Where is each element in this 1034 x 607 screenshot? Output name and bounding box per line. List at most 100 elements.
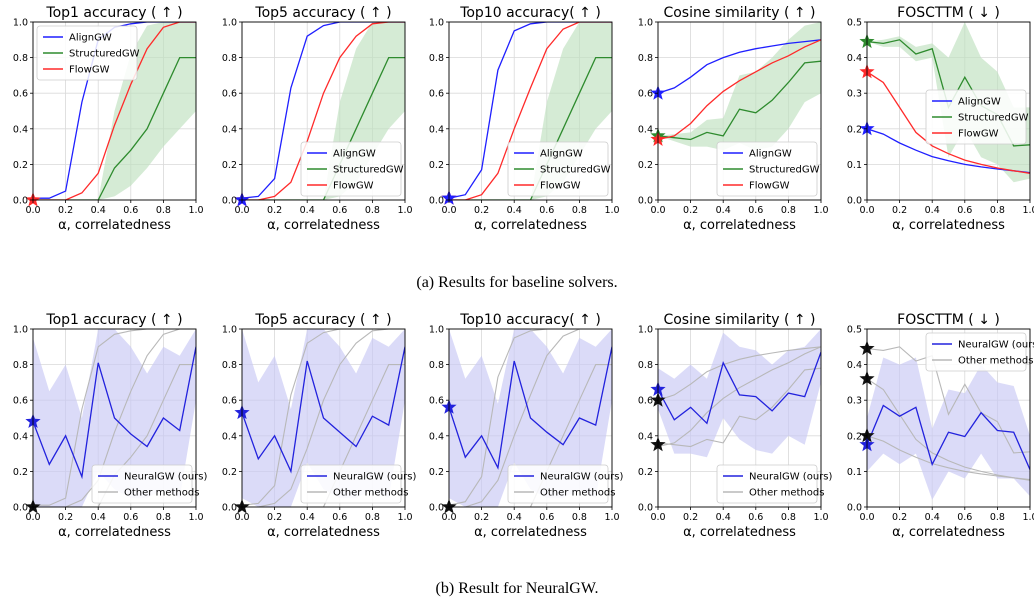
x-axis-label: α, correlatedness bbox=[683, 525, 796, 540]
panel-b-4: 0.0 0.2 0.4 0.6 0.8 1.0 0.0 0.2 0.4 0.6 0.8 1.0 Cosi… bbox=[638, 312, 833, 540]
y-tick-label: 0.0 bbox=[13, 503, 28, 514]
panel-a-4: 0.0 0.2 0.4 0.6 0.8 1.0 0.0 0.2 0.4 0.6 0.8 1.0 Cosi… bbox=[638, 5, 829, 233]
y-tick-label: 0.0 bbox=[638, 503, 653, 514]
axes-frame bbox=[32, 21, 197, 201]
x-tick-label: 0.4 bbox=[91, 512, 106, 523]
series-line-neuralgw-ours- bbox=[867, 404, 1030, 470]
y-tick-label: 0.2 bbox=[638, 467, 653, 478]
series-line-structuredgw bbox=[449, 56, 612, 200]
series-line-aligngw bbox=[242, 22, 405, 199]
y-tick-label: 0.2 bbox=[638, 160, 653, 171]
plot-area bbox=[867, 346, 1030, 500]
y-tick-label: 0.4 bbox=[638, 431, 653, 442]
x-tick-label: 0.4 bbox=[925, 512, 940, 523]
y-tick-label: 0.4 bbox=[847, 53, 862, 64]
y-tick-label: 0.8 bbox=[638, 53, 653, 64]
plot-area bbox=[242, 329, 405, 507]
legend-box bbox=[507, 464, 609, 504]
x-tick-label: 1.0 bbox=[397, 512, 412, 523]
y-tick-label: 0.3 bbox=[847, 396, 862, 407]
y-tick-label: 0.4 bbox=[638, 124, 653, 135]
panel-a-3: 0.0 0.2 0.4 0.6 0.8 1.0 0.0 0.2 0.4 0.6 0.8 1.0 Top1… bbox=[429, 5, 620, 233]
x-tick-label: 0.6 bbox=[539, 205, 554, 216]
y-tick-label: 1.0 bbox=[429, 18, 444, 29]
y-tick-label: 0.2 bbox=[429, 160, 444, 171]
x-tick-label: 0.4 bbox=[91, 205, 106, 216]
series-line-other-methods bbox=[33, 329, 196, 506]
x-tick-label: 0.2 bbox=[474, 512, 489, 523]
legend-label: AlignGW bbox=[540, 149, 583, 160]
caption-b: (b) Result for NeuralGW. bbox=[435, 580, 599, 597]
y-tick-label: 0.6 bbox=[222, 396, 237, 407]
x-tick-label: 0.0 bbox=[25, 512, 40, 523]
series-line-other-2 bbox=[867, 378, 1030, 481]
legend-label: NeuralGW (ours) bbox=[958, 340, 1034, 351]
y-tick-label: 0.0 bbox=[638, 196, 653, 207]
y-tick-label: 0.5 bbox=[847, 325, 862, 336]
legend: NeuralGW (ours) Other methods bbox=[716, 464, 832, 504]
band-NeuralGW (ours) bbox=[658, 329, 821, 458]
y-tick-label: 0.3 bbox=[847, 89, 862, 100]
plot-area bbox=[658, 329, 821, 458]
legend-label: FlowGW bbox=[958, 129, 999, 140]
series-line-neuralgw-ours- bbox=[658, 351, 821, 425]
series-line-other-methods bbox=[242, 329, 405, 506]
x-tick-label: 0.0 bbox=[859, 512, 874, 523]
y-tick-label: 0.0 bbox=[429, 196, 444, 207]
x-tick-label: 0.4 bbox=[300, 205, 315, 216]
x-tick-label: 0.6 bbox=[748, 205, 763, 216]
series-line-structuredgw bbox=[33, 56, 196, 200]
panel-b-3: 0.0 0.2 0.4 0.6 0.8 1.0 0.0 0.2 0.4 0.6 0.8 1.0 Top1… bbox=[429, 312, 624, 540]
chart-title: Cosine similarity ( ↑ ) bbox=[663, 312, 815, 328]
x-tick-label: 0.8 bbox=[781, 205, 796, 216]
y-tick-label: 0.8 bbox=[222, 53, 237, 64]
legend-box bbox=[716, 464, 818, 504]
legend-label: NeuralGW (ours) bbox=[124, 472, 207, 483]
x-tick-label: 0.0 bbox=[234, 512, 249, 523]
legend: NeuralGW (ours) Other methods bbox=[925, 332, 1034, 372]
y-tick-label: 0.0 bbox=[847, 196, 862, 207]
x-tick-label: 0.2 bbox=[267, 512, 282, 523]
x-tick-label: 0.8 bbox=[156, 205, 171, 216]
band-StructuredGW bbox=[658, 22, 821, 151]
series-line-other-3 bbox=[658, 346, 821, 448]
legend-label: StructuredGW bbox=[749, 165, 820, 176]
y-tick-label: 0.4 bbox=[429, 124, 444, 135]
x-tick-label: 0.4 bbox=[507, 205, 522, 216]
x-axis-label: α, correlatedness bbox=[474, 525, 587, 540]
x-tick-label: 0.2 bbox=[892, 205, 907, 216]
y-tick-label: 0.2 bbox=[13, 467, 28, 478]
x-tick-label: 0.8 bbox=[365, 205, 380, 216]
y-tick-label: 1.0 bbox=[222, 325, 237, 336]
legend-label: Other methods bbox=[958, 356, 1033, 367]
series-line-structuredgw bbox=[658, 60, 821, 141]
y-tick-label: 0.1 bbox=[847, 160, 862, 171]
y-tick-label: 0.4 bbox=[222, 124, 237, 135]
x-tick-label: 0.6 bbox=[957, 512, 972, 523]
x-axis-label: α, correlatedness bbox=[683, 218, 796, 233]
y-tick-label: 0.2 bbox=[222, 467, 237, 478]
x-tick-label: 1.0 bbox=[397, 205, 412, 216]
legend-label: NeuralGW (ours) bbox=[333, 472, 416, 483]
series-line-flowgw bbox=[449, 22, 612, 200]
x-tick-label: 0.8 bbox=[781, 512, 796, 523]
y-tick-label: 1.0 bbox=[222, 18, 237, 29]
y-tick-label: 0.2 bbox=[847, 431, 862, 442]
x-tick-label: 1.0 bbox=[188, 512, 203, 523]
y-tick-label: 0.6 bbox=[13, 396, 28, 407]
legend: NeuralGW (ours) Other methods bbox=[507, 464, 623, 504]
legend-box bbox=[925, 332, 1027, 372]
y-tick-label: 0.8 bbox=[222, 360, 237, 371]
y-tick-label: 1.0 bbox=[13, 18, 28, 29]
x-tick-label: 0.6 bbox=[332, 205, 347, 216]
x-tick-label: 0.6 bbox=[957, 205, 972, 216]
plot-area bbox=[449, 329, 612, 507]
series-line-other-2 bbox=[242, 364, 405, 507]
axes-frame bbox=[866, 328, 1031, 508]
x-axis-label: α, correlatedness bbox=[892, 525, 1005, 540]
y-tick-label: 0.6 bbox=[638, 396, 653, 407]
series-line-aligngw bbox=[449, 22, 612, 199]
axes-frame bbox=[657, 328, 822, 508]
x-axis-label: α, correlatedness bbox=[267, 218, 380, 233]
